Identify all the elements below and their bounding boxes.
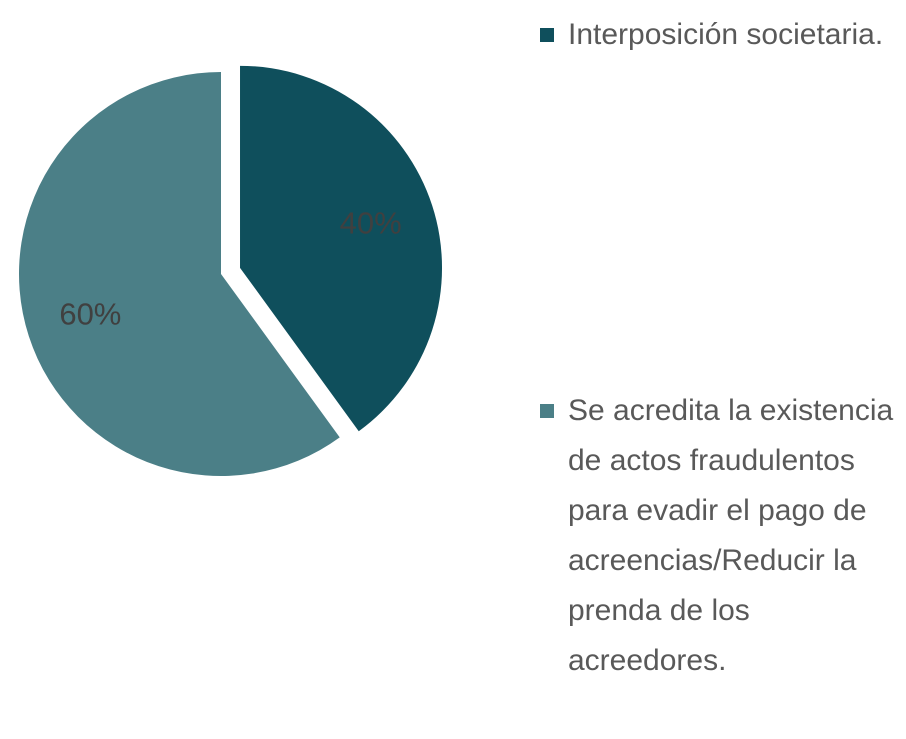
legend-swatch	[540, 404, 554, 418]
pie-slice	[19, 72, 340, 476]
slice-label: 40%	[340, 206, 402, 241]
legend-swatch	[540, 28, 554, 42]
pie: 40% 60%	[19, 65, 443, 476]
legend-label: Se acredita la existencia de actos fraud…	[568, 394, 894, 677]
pie-slice	[240, 65, 443, 432]
legend-label: Interposición societaria.	[568, 18, 884, 51]
slice-label: 60%	[59, 297, 121, 332]
legend-item: Se acredita la existencia de actos fraud…	[540, 386, 906, 686]
legend-item: Interposición societaria.	[540, 10, 906, 60]
